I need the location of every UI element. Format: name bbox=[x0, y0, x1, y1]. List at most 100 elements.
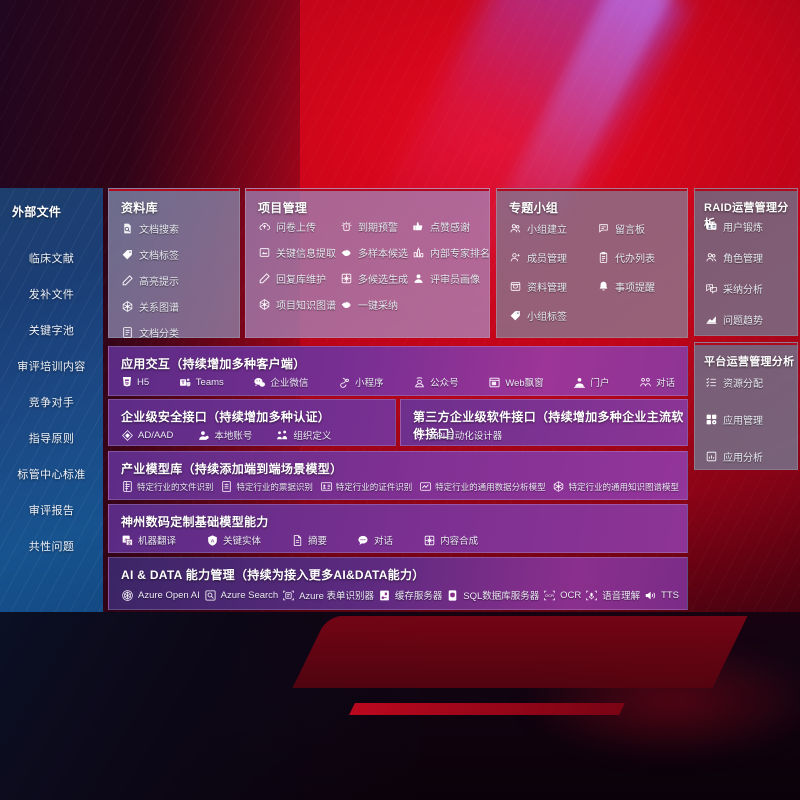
ui-item-0[interactable]: H5 bbox=[121, 376, 149, 388]
ui-item-2[interactable]: 企业微信 bbox=[253, 375, 308, 389]
base-item-1[interactable]: A 关键实体 bbox=[206, 533, 261, 547]
industry-item-3[interactable]: 特定行业的通用数据分析模型 bbox=[419, 480, 546, 493]
library-item-3[interactable]: 关系图谱 bbox=[121, 299, 179, 314]
base-model-bar: 神州数码定制基础模型能力 A文 机器翻译 A 关键实体 摘要 对话 内容合成 bbox=[108, 504, 688, 553]
sidebar-item-4[interactable]: 竞争对手 bbox=[28, 397, 75, 409]
ui-item-7[interactable]: 对话 bbox=[639, 375, 675, 389]
sidebar-item-0[interactable]: 临床文献 bbox=[28, 253, 75, 265]
ui-item-label: H5 bbox=[137, 376, 150, 388]
raid-item-1[interactable]: 角色管理 bbox=[705, 250, 763, 265]
ui-interaction-bar: 应用交互（持续增加多种客户端） H5 Teams 企业微信 小程序 公众号 bbox=[108, 346, 688, 396]
sidebar-texture bbox=[0, 188, 103, 612]
library-item-2[interactable]: 高亮提示 bbox=[121, 273, 179, 288]
ui-item-4[interactable]: 公众号 bbox=[413, 375, 459, 389]
library-item-4[interactable]: 文档分类 bbox=[121, 325, 179, 340]
project-item-0[interactable]: 问卷上传 bbox=[258, 219, 336, 234]
ui-item-label: 对话 bbox=[655, 378, 675, 389]
ai-item-label: OCR bbox=[560, 589, 582, 601]
ui-item-5[interactable]: Web飘窗 bbox=[488, 375, 544, 389]
project-item-9[interactable]: 项目知识图谱 bbox=[258, 297, 336, 312]
industry-item-1[interactable]: 特定行业的票据识别 bbox=[220, 480, 313, 493]
third-party-item-0[interactable]: API自动化设计器 bbox=[413, 428, 502, 442]
ai-item-0[interactable]: Azure Open AI bbox=[121, 589, 200, 602]
panel-accent-line bbox=[109, 189, 239, 191]
ai-item-5[interactable]: OCR OCR bbox=[543, 589, 581, 602]
sidebar-item-3[interactable]: 审评培训内容 bbox=[17, 361, 86, 373]
security-item-label: 本地账号 bbox=[214, 431, 253, 442]
ai-item-7[interactable]: TTS bbox=[644, 589, 679, 602]
ai-item-4[interactable]: SQL数据库服务器 bbox=[446, 588, 539, 602]
base-item-4[interactable]: 内容合成 bbox=[423, 533, 478, 547]
group-item-2[interactable]: 成员管理 bbox=[509, 250, 591, 265]
library-item-label: 关系图谱 bbox=[139, 303, 179, 314]
project-item-label: 评审员画像 bbox=[430, 275, 480, 286]
group-grid: 小组建立 留言板 成员管理 代办列表 资料管理 事项提醒 bbox=[509, 221, 679, 323]
project-item-3[interactable]: 关键信息提取 bbox=[258, 245, 336, 260]
library-panel: 资料库 文档搜索 文档标签 高亮提示 关系图谱 文档分类 bbox=[108, 188, 240, 340]
group-panel: 专题小组 小组建立 留言板 成员管理 代办列表 资料管理 bbox=[496, 188, 688, 338]
project-item-4[interactable]: 多样本候选 bbox=[340, 245, 408, 260]
industry-item-2[interactable]: 特定行业的证件识别 bbox=[320, 480, 412, 493]
project-item-7[interactable]: 多候选生成 bbox=[340, 271, 408, 286]
ui-item-label: Teams bbox=[195, 376, 224, 388]
project-item-8[interactable]: 评审员画像 bbox=[412, 271, 490, 286]
platform-item-0[interactable]: 资源分配 bbox=[705, 375, 763, 390]
library-item-label: 文档标签 bbox=[139, 251, 179, 262]
group-item-3[interactable]: 代办列表 bbox=[597, 250, 679, 265]
library-item-1[interactable]: 文档标签 bbox=[121, 247, 179, 262]
library-item-label: 文档搜索 bbox=[139, 225, 179, 236]
ui-item-3[interactable]: 小程序 bbox=[338, 375, 384, 389]
svg-text:OCR: OCR bbox=[545, 593, 554, 598]
raid-item-0[interactable]: 用户锻炼 bbox=[705, 219, 763, 234]
chat-icon bbox=[357, 534, 370, 547]
ui-item-6[interactable]: 门户 bbox=[573, 375, 609, 389]
sidebar-item-8[interactable]: 共性问题 bbox=[28, 541, 75, 553]
base-item-3[interactable]: 对话 bbox=[357, 533, 393, 547]
alarm-icon bbox=[340, 220, 353, 233]
group-item-0[interactable]: 小组建立 bbox=[509, 221, 591, 236]
raid-item-2[interactable]: 采纳分析 bbox=[705, 281, 763, 296]
group-item-4[interactable]: 资料管理 bbox=[509, 279, 591, 294]
security-item-0[interactable]: AD/AAD bbox=[121, 429, 173, 442]
industry-item-0[interactable]: 特定行业的文件识别 bbox=[121, 480, 214, 493]
industry-item-4[interactable]: 特定行业的通用知识图谱模型 bbox=[552, 480, 679, 493]
sidebar-item-2[interactable]: 关键字池 bbox=[28, 325, 75, 337]
ui-item-1[interactable]: Teams bbox=[179, 376, 224, 389]
ai-item-3[interactable]: 缓存服务器 bbox=[378, 588, 443, 602]
project-item-1[interactable]: 到期预警 bbox=[340, 219, 408, 234]
platform-item-label: 资源分配 bbox=[723, 379, 763, 390]
thumbs-up-icon bbox=[412, 220, 425, 233]
project-item-2[interactable]: 点赞感谢 bbox=[412, 219, 490, 234]
library-item-label: 高亮提示 bbox=[139, 277, 179, 288]
raid-item-label: 角色管理 bbox=[723, 254, 763, 265]
security-item-2[interactable]: 组织定义 bbox=[276, 428, 331, 442]
sidebar-item-1[interactable]: 发补文件 bbox=[28, 289, 75, 301]
ai-item-1[interactable]: Azure Search bbox=[204, 589, 278, 602]
file-ocr-icon bbox=[121, 480, 134, 493]
ai-item-label: 缓存服务器 bbox=[394, 591, 443, 602]
ai-item-2[interactable]: Azure 表单识别器 bbox=[282, 588, 374, 602]
group-item-label: 资料管理 bbox=[527, 283, 567, 294]
group-item-1[interactable]: 留言板 bbox=[597, 221, 679, 236]
security-item-1[interactable]: 本地账号 bbox=[197, 428, 252, 442]
base-item-0[interactable]: A文 机器翻译 bbox=[121, 533, 176, 547]
sidebar-item-5[interactable]: 指导原则 bbox=[28, 433, 75, 445]
base-item-2[interactable]: 摘要 bbox=[291, 533, 327, 547]
project-item-10[interactable]: 一键采纳 bbox=[340, 297, 408, 312]
sidebar-item-6[interactable]: 标管中心标准 bbox=[17, 469, 86, 481]
pen-icon bbox=[121, 274, 134, 287]
group-item-5[interactable]: 事项提醒 bbox=[597, 279, 679, 294]
security-title: 企业级安全接口（持续增加多种认证） bbox=[121, 410, 331, 424]
raid-item-3[interactable]: 问题趋势 bbox=[705, 312, 763, 327]
wecom-icon bbox=[253, 376, 266, 389]
project-grid: 问卷上传 到期预警 点赞感谢 关键信息提取 多样本候选 内部专家排名 bbox=[258, 219, 490, 312]
platform-item-1[interactable]: 应用管理 bbox=[705, 412, 763, 427]
project-item-6[interactable]: 回复库维护 bbox=[258, 271, 336, 286]
library-item-0[interactable]: 文档搜索 bbox=[121, 221, 179, 236]
data-analysis-icon bbox=[419, 480, 432, 493]
platform-item-2[interactable]: 应用分析 bbox=[705, 449, 763, 464]
ai-item-6[interactable]: 语音理解 bbox=[585, 588, 640, 602]
group-item-6[interactable]: 小组标签 bbox=[509, 308, 591, 323]
project-item-5[interactable]: 内部专家排名 bbox=[412, 245, 490, 260]
sidebar-item-7[interactable]: 审评报告 bbox=[28, 505, 75, 517]
